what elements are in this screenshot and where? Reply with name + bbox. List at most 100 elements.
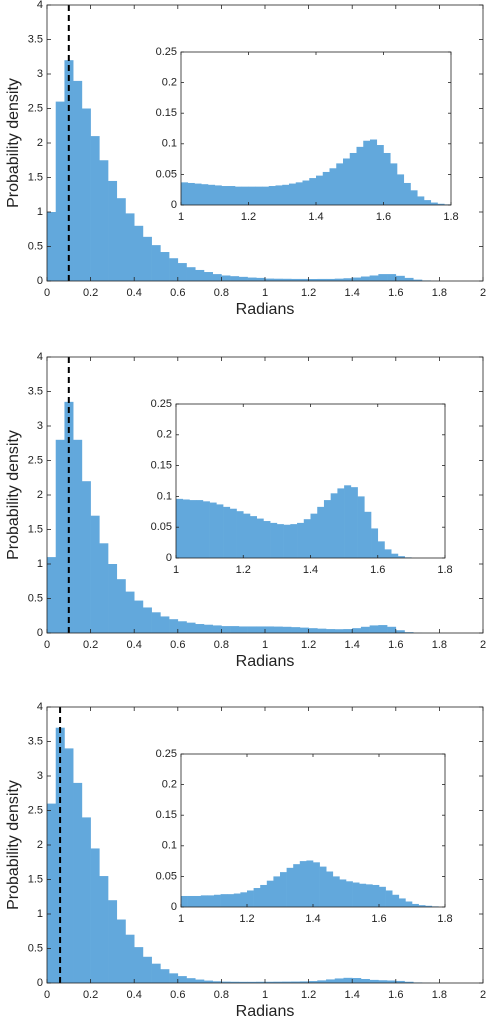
histogram-bar — [160, 252, 170, 281]
histogram-bar — [186, 267, 196, 281]
histogram-bar — [289, 183, 297, 205]
histogram-bar — [202, 501, 210, 558]
histogram-bar — [151, 963, 161, 983]
histogram-bar — [151, 245, 161, 281]
histogram-bar — [265, 626, 275, 633]
x-tick-label: 1.2 — [301, 989, 316, 1001]
histogram-bar — [181, 182, 189, 205]
y-tick-label: 0 — [171, 901, 177, 913]
histogram-bar — [200, 895, 208, 907]
y-tick-label: 1 — [37, 558, 43, 570]
histogram-bar — [352, 277, 362, 281]
x-tick-label: 2 — [480, 639, 486, 651]
histogram-bar — [116, 198, 126, 281]
histogram-bar — [229, 508, 237, 558]
histogram-bar — [317, 506, 325, 558]
histogram-bar — [169, 619, 179, 633]
y-tick-label: 3.5 — [28, 33, 43, 45]
y-tick-label: 1.5 — [28, 171, 43, 183]
histogram-bar — [265, 278, 275, 281]
y-tick-label: 0.15 — [156, 809, 177, 821]
y-tick-label: 0.2 — [157, 429, 172, 441]
histogram-bar — [344, 485, 352, 558]
y-tick-label: 0.05 — [156, 168, 177, 180]
histogram-bar — [291, 627, 301, 633]
x-tick-label: 1.6 — [376, 211, 391, 223]
histogram-bar — [247, 626, 257, 633]
y-tick-label: 4 — [37, 0, 43, 11]
x-tick-label: 1.4 — [305, 913, 320, 925]
x-tick-label: 1.8 — [437, 564, 452, 576]
x-tick-label: 0.4 — [127, 989, 142, 1001]
histogram-bar — [177, 263, 187, 281]
histogram-bar — [116, 579, 126, 633]
histogram-bar — [195, 979, 205, 983]
histogram-bar — [73, 439, 83, 633]
x-tick-label: 1.4 — [303, 564, 318, 576]
histogram-bar — [249, 516, 257, 558]
histogram-bar — [403, 182, 411, 205]
histogram-bar — [230, 276, 240, 281]
histogram-bar — [387, 274, 397, 281]
histogram-bar — [363, 140, 371, 205]
y-tick-label: 0.15 — [151, 460, 172, 472]
histogram-bar — [343, 977, 353, 983]
histogram-bar — [352, 882, 360, 907]
x-tick-label: 1 — [262, 287, 268, 299]
histogram-bar — [169, 258, 179, 281]
y-tick-label: 0.15 — [156, 107, 177, 119]
x-tick-label: 0 — [44, 639, 50, 651]
histogram-bar — [317, 278, 327, 281]
histogram-bar — [235, 186, 243, 205]
histogram-bar — [182, 499, 190, 558]
histogram-bar — [430, 202, 438, 205]
histogram-bar — [352, 978, 362, 983]
histogram-bar — [383, 152, 391, 205]
x-tick-label: 1.2 — [236, 564, 251, 576]
histogram-bar — [221, 186, 229, 205]
histogram-bar — [125, 213, 135, 281]
histogram-bar — [55, 101, 65, 281]
x-axis-label: Radians — [236, 653, 295, 670]
histogram-bar — [365, 884, 373, 907]
x-tick-label: 0.4 — [127, 639, 142, 651]
histogram-bar — [270, 522, 278, 558]
histogram-bar — [208, 184, 216, 205]
x-tick-label: 1 — [173, 564, 179, 576]
x-tick-label: 1.2 — [301, 287, 316, 299]
histogram-bar — [47, 557, 57, 633]
histogram-bar — [221, 981, 231, 983]
y-tick-label: 2.5 — [28, 454, 43, 466]
histogram-bar — [308, 981, 318, 983]
histogram-bar — [412, 903, 419, 907]
histogram-bar — [203, 980, 213, 983]
histogram-bar — [207, 895, 215, 907]
histogram-bar — [343, 158, 351, 205]
histogram-bar — [326, 871, 334, 907]
x-tick-label: 0.2 — [83, 287, 98, 299]
histogram-bar — [189, 500, 197, 558]
histogram-bar — [220, 894, 228, 907]
histogram-bar — [424, 200, 432, 205]
x-tick-label: 1.2 — [241, 211, 256, 223]
histogram-bar — [390, 163, 398, 205]
histogram-bar — [81, 108, 91, 281]
histogram-bar — [308, 628, 318, 633]
histogram-bar — [240, 892, 248, 907]
histogram-bar — [280, 872, 287, 907]
x-tick-label: 1.8 — [432, 989, 447, 1001]
x-tick-label: 1.6 — [388, 287, 403, 299]
histogram-bar — [256, 277, 266, 281]
histogram-bar — [230, 981, 240, 983]
x-tick-label: 0.6 — [170, 287, 185, 299]
x-tick-label: 0.8 — [214, 287, 229, 299]
x-tick-label: 1.2 — [301, 639, 316, 651]
histogram-bar — [397, 174, 405, 205]
histogram-bar — [108, 900, 118, 983]
histogram-bar — [169, 973, 179, 983]
histogram-bar — [176, 498, 184, 558]
histogram-bar — [266, 880, 274, 907]
histogram-bar — [196, 500, 204, 558]
y-tick-label: 2 — [37, 839, 43, 851]
